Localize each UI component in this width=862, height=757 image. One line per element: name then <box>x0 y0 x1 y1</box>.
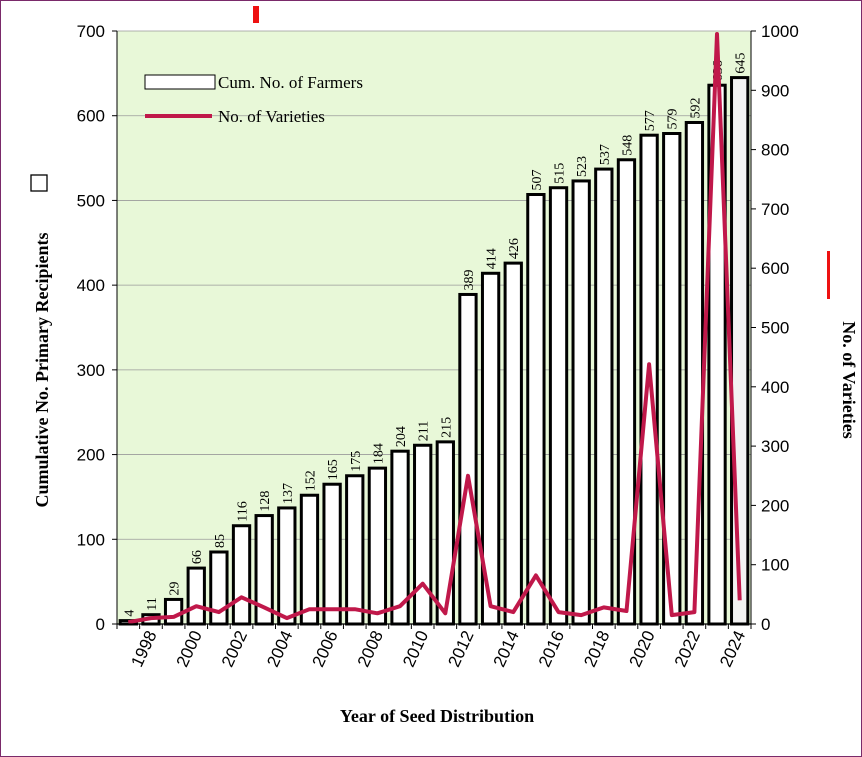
bar <box>186 566 206 626</box>
bar <box>458 292 478 626</box>
y-tick-label-right: 600 <box>761 259 789 278</box>
data-label: 204 <box>394 426 409 447</box>
x-tick-label: 1998 <box>127 628 160 670</box>
bar <box>277 506 297 626</box>
x-tick-label: 2006 <box>309 628 342 670</box>
bar <box>571 179 591 626</box>
y-tick-label-left: 500 <box>77 191 105 210</box>
y-tick-label-right: 100 <box>761 556 789 575</box>
data-label: 548 <box>620 135 635 156</box>
data-label: 184 <box>371 443 386 464</box>
data-label: 4 <box>122 610 137 617</box>
x-tick-label: 2002 <box>218 628 251 670</box>
y-tick-label-left: 100 <box>77 530 105 549</box>
x-tick-label: 2016 <box>535 628 568 670</box>
bar <box>503 261 523 626</box>
x-axis-ticks: 1998 2000 2002 2004 2006 2008 2010 2012 2014 2016… <box>116 624 752 670</box>
data-label: 507 <box>530 169 545 190</box>
data-label: 579 <box>666 109 681 130</box>
bar <box>299 493 320 626</box>
y-tick-label-right: 1000 <box>761 22 799 41</box>
y-tick-label-left: 200 <box>77 446 105 465</box>
bar <box>367 466 388 626</box>
data-label: 414 <box>485 248 500 269</box>
data-label: 426 <box>507 238 522 259</box>
bar <box>594 167 614 626</box>
data-label: 66 <box>190 550 205 564</box>
y-tick-label-left: 700 <box>77 22 105 41</box>
legend-swatch-bars <box>144 74 216 90</box>
bar <box>548 186 569 626</box>
bar <box>231 524 252 626</box>
bar <box>322 482 342 626</box>
data-label: 128 <box>258 491 273 512</box>
y-tick-label-right: 300 <box>761 437 789 456</box>
y-tick-label-right: 500 <box>761 319 789 338</box>
x-tick-label: 2018 <box>580 628 613 670</box>
red-marker-top <box>253 6 259 23</box>
data-label: 85 <box>213 534 228 548</box>
y-tick-label-right: 900 <box>761 81 789 100</box>
data-label: 215 <box>439 417 454 438</box>
y-tick-label-left: 0 <box>96 615 105 634</box>
bar <box>413 443 433 626</box>
legend-label-bars: Cum. No. of Farmers <box>218 73 363 92</box>
data-label: 211 <box>417 421 432 441</box>
data-label: 537 <box>598 144 613 165</box>
data-label: 137 <box>281 483 296 504</box>
x-tick-label: 2024 <box>716 628 749 670</box>
data-label: 29 <box>168 581 183 595</box>
bar <box>163 597 184 626</box>
y-tick-label-left: 400 <box>77 276 105 295</box>
x-tick-label: 2022 <box>671 628 704 670</box>
x-axis-title: Year of Seed Distribution <box>340 706 534 726</box>
y-tick-label-left: 300 <box>77 361 105 380</box>
y-tick-label-right: 700 <box>761 200 789 219</box>
data-label: 389 <box>462 269 477 290</box>
bar <box>526 192 546 626</box>
line-series-varieties <box>127 32 742 625</box>
data-label: 175 <box>349 451 364 472</box>
ylabel-square-icon <box>30 174 48 192</box>
red-marker-right <box>827 251 830 299</box>
data-label: 523 <box>575 156 590 177</box>
data-label: 165 <box>326 459 341 480</box>
y-axis-right-title: No. of Varieties <box>839 321 859 438</box>
data-label: 592 <box>688 97 703 118</box>
data-label: 577 <box>643 110 658 131</box>
bar <box>435 440 455 626</box>
bar <box>684 120 705 626</box>
y-tick-label-right: 200 <box>761 496 789 515</box>
y-tick-label-left: 600 <box>77 107 105 126</box>
x-tick-label: 2012 <box>444 628 477 670</box>
bar <box>730 76 750 626</box>
legend: Cum. No. of Farmers No. of Varieties <box>144 73 363 126</box>
x-tick-label: 2008 <box>354 628 387 670</box>
data-label: 645 <box>734 53 749 74</box>
data-label: 152 <box>303 470 318 491</box>
x-tick-label: 2014 <box>490 628 523 670</box>
x-tick-label: 2000 <box>173 628 206 670</box>
x-tick-label: 2020 <box>626 628 659 670</box>
y-axis-right-ticks: 0 100 200 300 400 500 600 700 800 900 1000 <box>751 22 799 634</box>
y-tick-label-right: 400 <box>761 378 789 397</box>
legend-label-line: No. of Varieties <box>218 107 325 126</box>
data-label: 116 <box>236 501 251 521</box>
y-tick-label-right: 0 <box>761 615 770 634</box>
y-tick-label-right: 800 <box>761 141 789 160</box>
data-label: 11 <box>145 597 160 610</box>
x-tick-label: 2010 <box>399 628 432 670</box>
y-axis-left-ticks: 0 100 200 300 400 500 600 700 <box>77 22 117 634</box>
data-label: 515 <box>553 163 568 184</box>
x-tick-label: 2004 <box>263 628 296 670</box>
bar <box>345 474 365 626</box>
y-axis-left-title: Cumulative No. Primary Recipients <box>32 233 52 508</box>
